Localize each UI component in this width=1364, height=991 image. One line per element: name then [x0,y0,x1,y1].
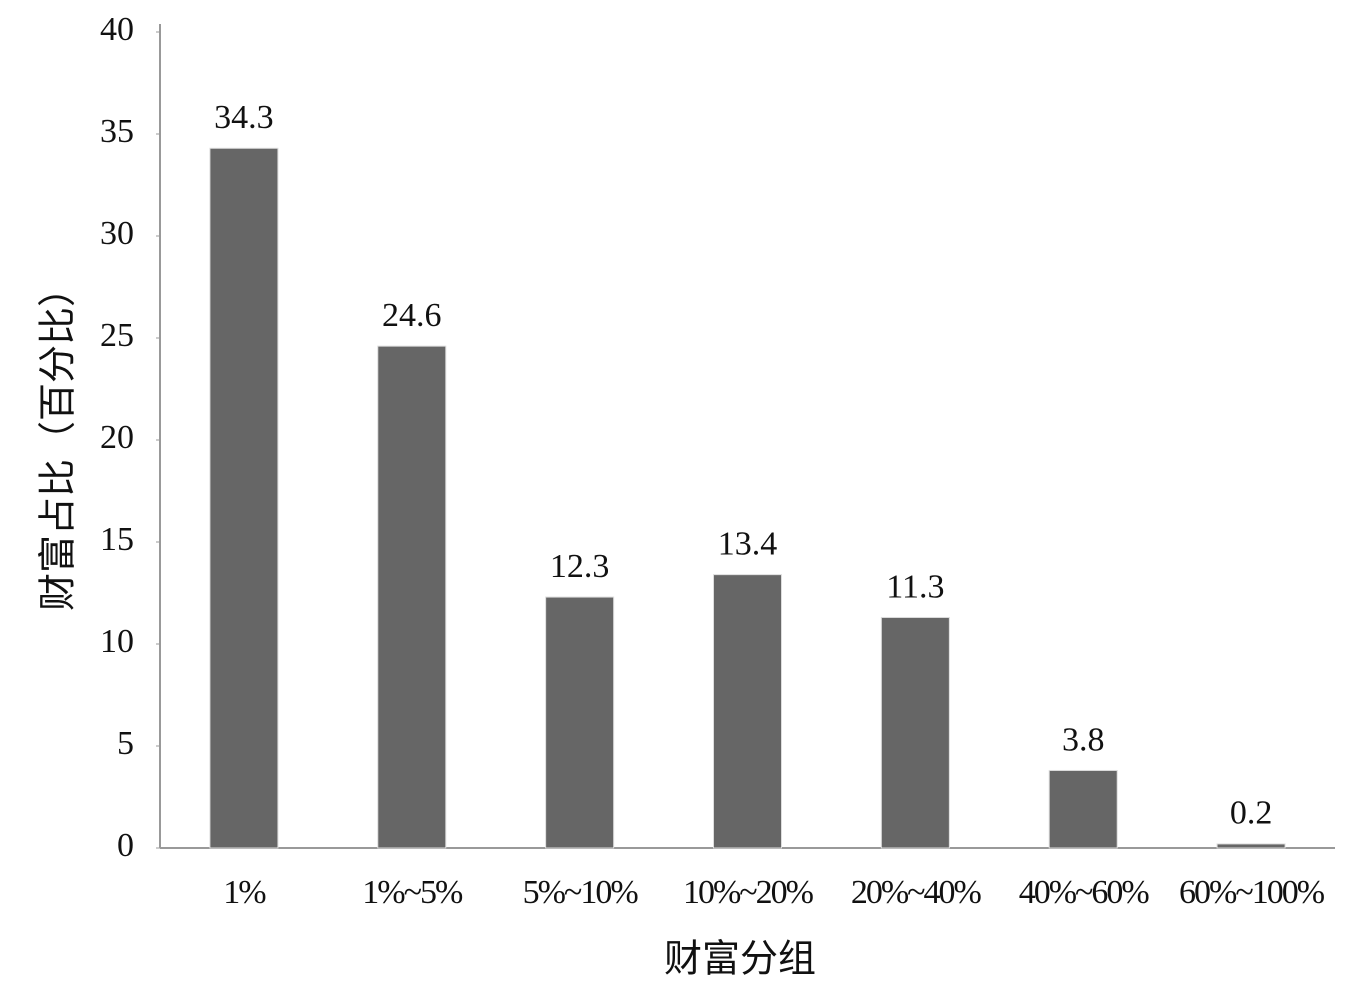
bar [545,596,615,849]
data-label: 11.3 [886,568,944,605]
x-tick-label: 60%~100% [1179,874,1325,911]
bar [1216,843,1286,849]
x-tick-label: 1% [223,874,266,911]
data-label: 24.6 [382,297,442,334]
data-label: 0.2 [1230,795,1273,832]
y-tick-label: 20 [100,419,134,456]
bar [377,345,447,849]
data-label: 34.3 [214,99,274,136]
y-tick-label: 10 [100,623,134,660]
x-tick-label: 1%~5% [362,874,463,911]
x-tick-label: 20%~40% [851,874,982,911]
x-tick-label: 5%~10% [523,874,639,911]
data-label: 12.3 [550,548,610,585]
y-tick-label: 35 [100,113,134,150]
y-axis-label: 财富占比（百分比） [38,269,80,611]
y-tick-label: 15 [100,521,134,558]
bar [1048,769,1118,849]
data-label: 3.8 [1062,721,1105,758]
x-tick-label: 40%~60% [1019,874,1150,911]
bar [209,147,279,849]
data-label: 13.4 [718,525,778,562]
bar [880,616,950,849]
x-tick-label: 10%~20% [683,874,814,911]
y-tick-label: 40 [100,11,134,48]
y-tick-label: 30 [100,215,134,252]
bar [713,574,782,849]
y-tick-label: 0 [117,827,134,864]
x-axis-label: 财富分组 [664,939,816,981]
y-tick-label: 5 [117,725,134,762]
y-tick-label: 25 [100,317,134,354]
